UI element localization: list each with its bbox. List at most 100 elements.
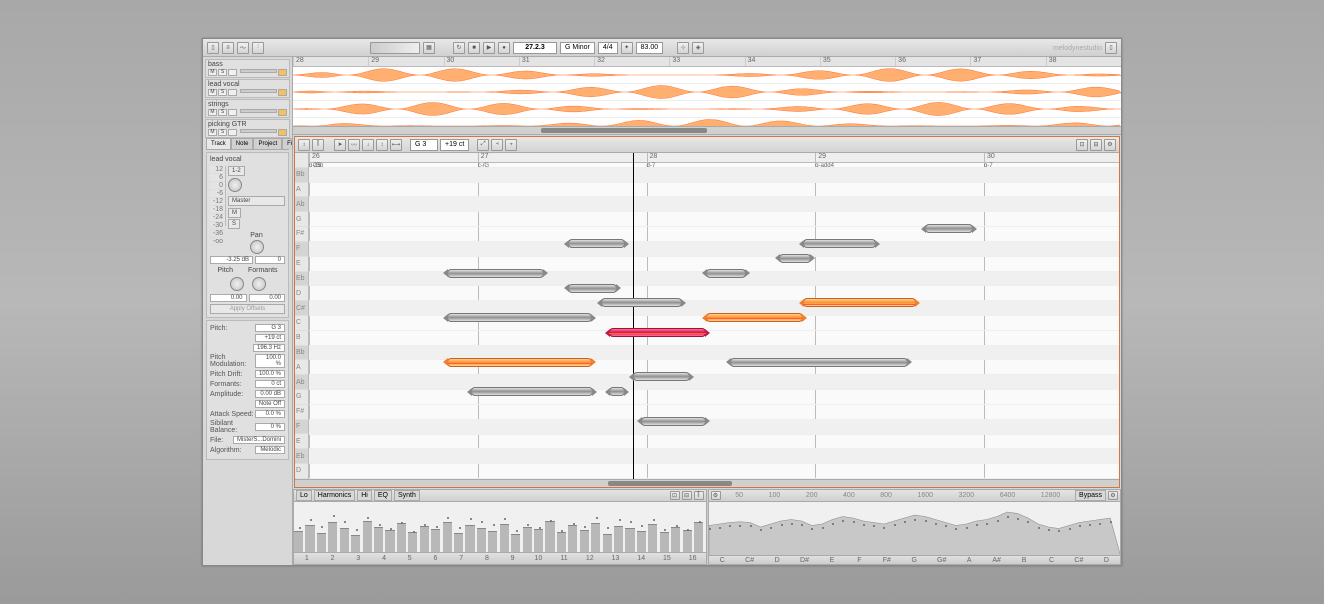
field-value[interactable]: +19 ct bbox=[255, 334, 285, 342]
note-blob[interactable] bbox=[609, 387, 625, 396]
eq-point[interactable] bbox=[781, 524, 783, 526]
eq-point[interactable] bbox=[966, 527, 968, 529]
track-mute-btn[interactable]: M bbox=[208, 89, 217, 96]
piano-key[interactable]: F# bbox=[295, 405, 308, 420]
playhead[interactable] bbox=[633, 153, 634, 479]
arrangement-track[interactable] bbox=[293, 101, 1121, 118]
pitch-knob[interactable] bbox=[230, 277, 244, 291]
piano-key[interactable]: F# bbox=[295, 227, 308, 242]
editor-pitch-display[interactable]: G 3 bbox=[410, 139, 438, 151]
eq-point[interactable] bbox=[1038, 527, 1040, 529]
harmonics-opt-2[interactable]: ⊟ bbox=[682, 491, 692, 500]
piano-key[interactable]: Bb bbox=[295, 346, 308, 361]
harmonic-bar[interactable] bbox=[305, 525, 314, 553]
field-value[interactable]: 0 % bbox=[255, 423, 285, 431]
harmonic-point[interactable] bbox=[550, 520, 552, 522]
editor-view-2[interactable]: ⊟ bbox=[1090, 139, 1102, 151]
track-solo-btn[interactable]: S bbox=[218, 89, 227, 96]
note-canvas[interactable]: 2627282930 g-/Bbc-/Gd-7g-add4g-7C5 bbox=[309, 153, 1119, 479]
harmonic-point[interactable] bbox=[653, 519, 655, 521]
harmonic-point[interactable] bbox=[356, 529, 358, 531]
note-blob[interactable] bbox=[568, 284, 617, 293]
piano-key[interactable]: Eb bbox=[295, 272, 308, 287]
play-btn[interactable]: ▶ bbox=[483, 42, 495, 54]
harmonic-point[interactable] bbox=[379, 524, 381, 526]
field-value[interactable]: G 3 bbox=[255, 324, 285, 332]
harmonic-point[interactable] bbox=[344, 521, 346, 523]
harmonic-point[interactable] bbox=[676, 525, 678, 527]
piano-key[interactable]: Bb bbox=[295, 168, 308, 183]
harmonics-opt-1[interactable]: ⊡ bbox=[670, 491, 680, 500]
harmonic-bar[interactable] bbox=[420, 526, 429, 552]
piano-key[interactable]: Ab bbox=[295, 197, 308, 212]
piano-key[interactable]: E bbox=[295, 434, 308, 449]
harmonic-bar[interactable] bbox=[568, 525, 577, 552]
analyzer-tab[interactable]: EQ bbox=[374, 490, 392, 501]
view-btn-4[interactable]: ⫶ bbox=[252, 42, 264, 54]
eq-point[interactable] bbox=[1017, 518, 1019, 520]
note-blob[interactable] bbox=[706, 269, 747, 278]
arrangement-view[interactable]: 282930313233343536373839 bbox=[293, 57, 1121, 135]
harmonic-bar[interactable] bbox=[465, 525, 474, 553]
tempo-display[interactable]: 83.00 bbox=[636, 42, 664, 54]
eq-point[interactable] bbox=[832, 523, 834, 525]
arrangement-hscroll[interactable] bbox=[293, 126, 1121, 134]
harmonic-point[interactable] bbox=[321, 526, 323, 528]
harmonic-bar[interactable] bbox=[683, 530, 692, 552]
field-value[interactable]: Melodic bbox=[255, 446, 285, 454]
eq-point[interactable] bbox=[935, 523, 937, 525]
harmonic-point[interactable] bbox=[573, 523, 575, 525]
analyzer-tab[interactable]: Hi bbox=[357, 490, 372, 501]
harmonic-point[interactable] bbox=[459, 527, 461, 529]
harmonic-bar[interactable] bbox=[603, 534, 612, 553]
harmonic-bar[interactable] bbox=[431, 529, 440, 552]
key-display[interactable]: G Minor bbox=[560, 42, 595, 54]
eq-gear-icon[interactable]: ⚙ bbox=[711, 491, 721, 500]
field-value[interactable]: 100.0 % bbox=[255, 354, 285, 368]
harmonic-bar[interactable] bbox=[294, 531, 303, 552]
harmonic-point[interactable] bbox=[539, 527, 541, 529]
editor-tool-1[interactable]: ↕ bbox=[298, 139, 310, 151]
note-blob[interactable] bbox=[779, 254, 811, 263]
track-header[interactable]: lead vocal MS bbox=[205, 79, 290, 98]
harmonic-bar[interactable] bbox=[591, 523, 600, 553]
eq-point[interactable] bbox=[894, 524, 896, 526]
harmonic-point[interactable] bbox=[664, 529, 666, 531]
note-blob[interactable] bbox=[633, 372, 690, 381]
track-header[interactable]: bass MS bbox=[205, 59, 290, 78]
note-blob[interactable] bbox=[601, 298, 682, 307]
harmonic-point[interactable] bbox=[619, 519, 621, 521]
eq-point[interactable] bbox=[760, 529, 762, 531]
harmonic-point[interactable] bbox=[607, 527, 609, 529]
note-blob[interactable] bbox=[447, 269, 544, 278]
stop-btn[interactable]: ■ bbox=[468, 42, 480, 54]
inspector-tab[interactable]: File bbox=[282, 138, 292, 149]
piano-key[interactable] bbox=[295, 153, 308, 168]
piano-key[interactable]: C bbox=[295, 316, 308, 331]
note-blob[interactable] bbox=[925, 224, 974, 233]
harmonic-point[interactable] bbox=[493, 524, 495, 526]
editor-tool-2[interactable]: ⫿ bbox=[312, 139, 324, 151]
harmonic-bar[interactable] bbox=[523, 527, 532, 553]
harmonic-bar[interactable] bbox=[351, 535, 360, 553]
tool-time[interactable]: ⤢ bbox=[477, 139, 489, 151]
track-mute-btn[interactable]: M bbox=[208, 69, 217, 76]
piano-key[interactable]: D bbox=[295, 464, 308, 479]
note-blob[interactable] bbox=[641, 417, 706, 426]
mute-btn[interactable]: M bbox=[228, 208, 241, 218]
harmonic-bar[interactable] bbox=[637, 531, 646, 552]
eq-point[interactable] bbox=[801, 524, 803, 526]
harmonic-point[interactable] bbox=[699, 521, 701, 523]
harmonic-bar[interactable] bbox=[625, 528, 634, 552]
field-value[interactable]: 0.00 dB bbox=[255, 390, 285, 398]
harmonic-bar[interactable] bbox=[328, 522, 337, 552]
eq-point[interactable] bbox=[719, 527, 721, 529]
harmonic-point[interactable] bbox=[447, 517, 449, 519]
piano-key[interactable]: Ab bbox=[295, 375, 308, 390]
harmonic-point[interactable] bbox=[470, 518, 472, 520]
harmonic-bar[interactable] bbox=[534, 529, 543, 553]
harmonic-point[interactable] bbox=[481, 521, 483, 523]
harmonic-bar[interactable] bbox=[488, 531, 497, 553]
harmonics-display[interactable] bbox=[294, 502, 706, 552]
editor-cents-display[interactable]: +19 ct bbox=[440, 139, 469, 151]
